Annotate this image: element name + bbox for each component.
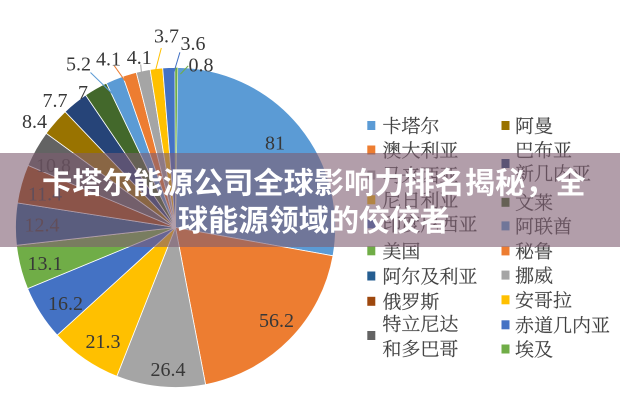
svg-text:3.6: 3.6: [181, 33, 206, 55]
svg-text:3.7: 3.7: [154, 25, 179, 47]
svg-text:8.4: 8.4: [22, 111, 47, 133]
svg-text:26.4: 26.4: [151, 359, 186, 381]
svg-text:4.1: 4.1: [96, 48, 121, 70]
svg-text:5.2: 5.2: [66, 53, 91, 75]
svg-text:7.7: 7.7: [43, 90, 68, 112]
svg-text:13.1: 13.1: [28, 253, 63, 275]
svg-text:16.2: 16.2: [48, 293, 83, 315]
svg-text:56.2: 56.2: [259, 310, 294, 332]
svg-text:4.1: 4.1: [127, 47, 152, 69]
svg-text:7: 7: [78, 82, 88, 104]
svg-text:81: 81: [265, 132, 285, 154]
svg-text:21.3: 21.3: [86, 331, 121, 353]
svg-text:0.8: 0.8: [189, 54, 214, 76]
